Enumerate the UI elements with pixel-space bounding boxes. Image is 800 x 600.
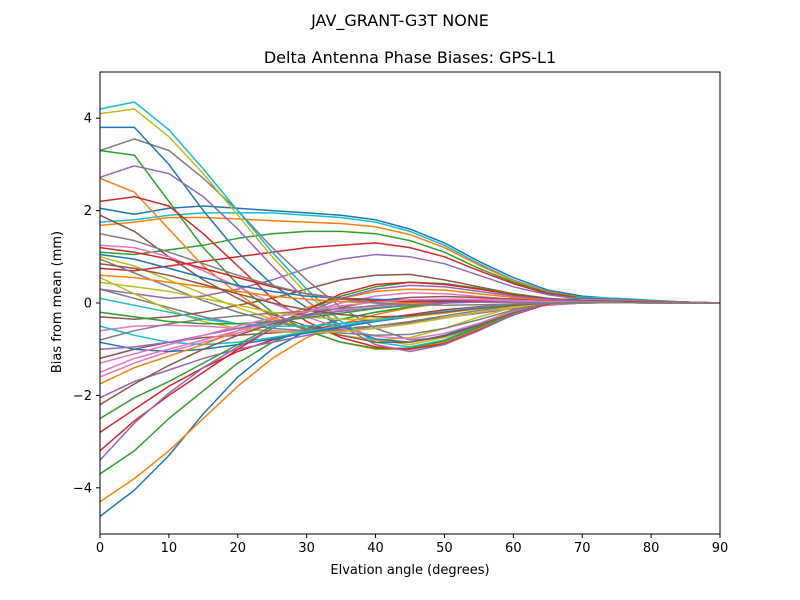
x-tick-label: 70 [574, 541, 591, 556]
chart-title: Delta Antenna Phase Biases: GPS-L1 [264, 48, 556, 67]
series-line-2 [99, 299, 721, 503]
x-tick-label: 90 [712, 541, 729, 556]
y-tick-label: 4 [84, 112, 92, 127]
series-line-28 [99, 258, 721, 337]
series-line-3 [99, 298, 721, 475]
x-axis-label: Elvation angle (degrees) [330, 563, 489, 578]
x-tick-label: 20 [230, 541, 247, 556]
x-tick-label: 10 [161, 541, 178, 556]
series-line-1 [99, 298, 721, 517]
series-line-18 [99, 138, 721, 341]
y-tick-label: −2 [73, 389, 92, 404]
series-line-19 [99, 108, 721, 346]
x-tick-label: 50 [436, 541, 453, 556]
series-line-48 [99, 232, 720, 307]
x-tick-label: 80 [643, 541, 660, 556]
axis-layer: 0 10 20 30 40 50 60 70 80 90 −4 −2 0 2 4 [73, 112, 728, 556]
plot-frame [99, 71, 721, 535]
series-line-20 [99, 101, 721, 348]
y-tick-label: 0 [84, 297, 92, 312]
y-tick-label: −4 [73, 481, 92, 496]
y-axis-label: Bias from mean (mm) [50, 231, 65, 373]
x-tick-label: 60 [505, 541, 522, 556]
x-tick-label: 40 [367, 541, 384, 556]
x-tick-label: 0 [96, 541, 104, 556]
chart-suptitle: JAV_GRANT-G3T NONE [310, 11, 489, 31]
x-tick-label: 30 [298, 541, 315, 556]
y-tick-label: 2 [84, 204, 92, 219]
series-layer [99, 101, 721, 517]
